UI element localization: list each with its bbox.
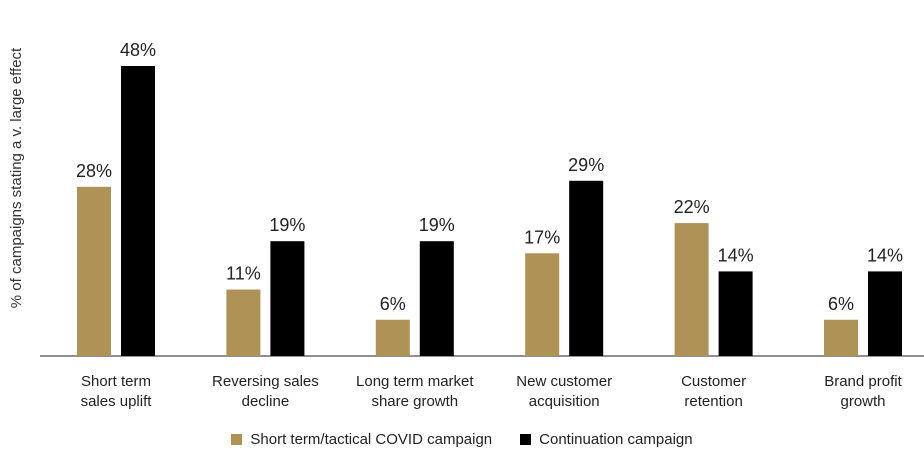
bar-value-label-s0-c1: 11% [226,264,261,284]
legend-item-continuation: Continuation campaign [520,431,693,448]
bar-s0-c4 [674,223,709,356]
bars-group: 28% 48% 11% 19% 6% 19% 17% 29% 22% 14% 6% 14% [76,40,903,356]
bar-s1-c2 [419,241,454,356]
bar-value-label-s0-c2: 6% [380,294,406,314]
category-label-4-line-1: retention [684,393,742,410]
legend-item-tactical: Short term/tactical COVID campaign [231,431,492,448]
category-label-2-line-0: Long term market [356,373,474,390]
bar-value-label-s0-c5: 6% [828,294,854,314]
category-labels: Short term sales uplift Reversing sales dec… [81,373,903,410]
bar-value-label-s0-c0: 28% [76,161,112,181]
category-label-4-line-0: Customer [681,373,746,390]
category-label-5-line-1: growth [840,393,885,410]
bar-s0-c0 [77,186,111,356]
legend: Short term/tactical COVID campaign Conti… [0,431,924,448]
bar-s1-c3 [569,180,604,356]
bar-value-label-s1-c1: 19% [269,215,305,235]
category-label-0-line-1: sales uplift [81,393,153,410]
bar-s0-c3 [525,253,560,356]
category-label-5-line-0: Brand profit [824,373,902,390]
bar-s1-c5 [868,271,902,356]
category-label-1-line-1: decline [242,393,290,410]
legend-swatch-continuation [520,434,532,445]
bar-s0-c5 [824,319,858,356]
bar-value-label-s0-c3: 17% [524,227,560,247]
bar-value-label-s1-c4: 14% [718,245,754,265]
bar-s1-c1 [270,241,305,356]
bar-value-label-s1-c2: 19% [419,215,455,235]
y-axis-label: % of campaigns stating a v. large effect [8,47,25,308]
bar-s0-c2 [375,319,410,356]
bar-s1-c4 [718,271,753,356]
legend-swatch-tactical [231,434,243,445]
bar-s0-c1 [226,289,261,356]
bar-value-label-s1-c5: 14% [867,245,903,265]
category-label-1-line-0: Reversing sales [212,373,319,390]
bar-s1-c0 [121,66,155,356]
legend-label-tactical: Short term/tactical COVID campaign [250,431,493,448]
category-label-2-line-1: share growth [371,393,458,410]
bar-value-label-s0-c4: 22% [674,197,710,217]
category-label-3-line-1: acquisition [529,393,600,410]
bar-value-label-s1-c3: 29% [568,155,604,175]
bar-value-label-s1-c0: 48% [120,40,156,60]
category-label-0-line-0: Short term [81,373,151,390]
category-label-3-line-0: New customer [516,373,612,390]
legend-label-continuation: Continuation campaign [539,431,693,448]
